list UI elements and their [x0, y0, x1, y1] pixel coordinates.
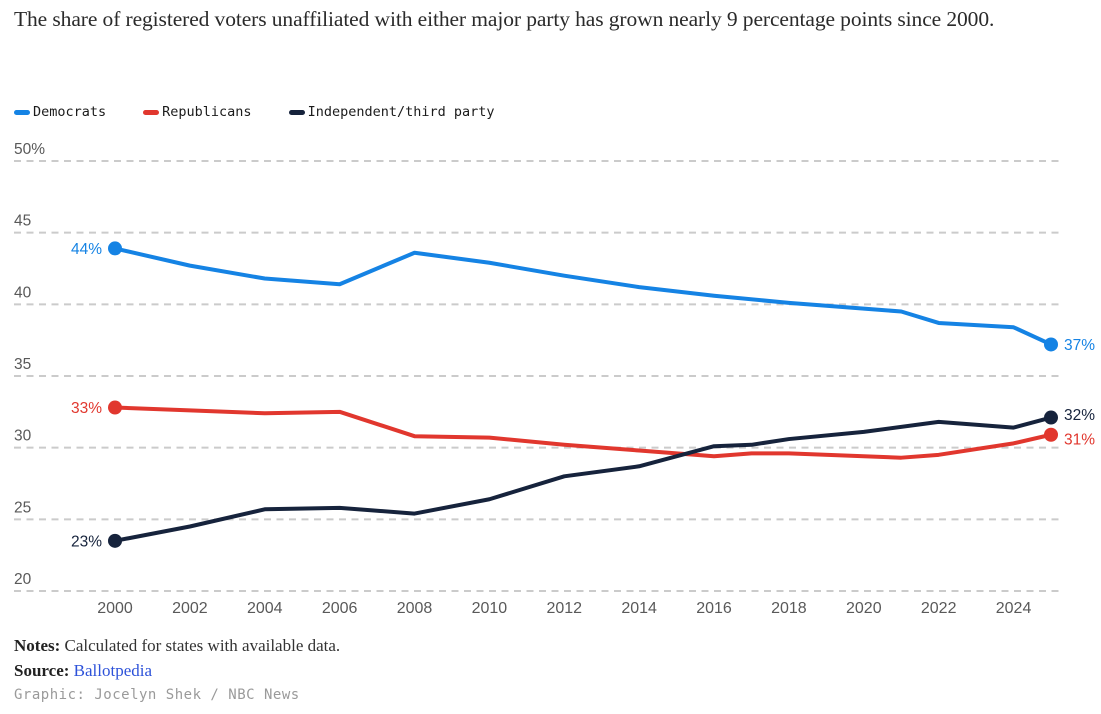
series-line-0: [113, 246, 1053, 347]
y-axis-tick-label: 30: [14, 428, 32, 445]
republicans-line-swatch-icon: [143, 109, 160, 115]
x-axis-tick-label: 2016: [696, 600, 732, 617]
source-link[interactable]: Ballotpedia: [73, 661, 153, 680]
series-start-value-label-1: 33%: [71, 400, 102, 417]
chart-title: The share of registered voters unaffilia…: [14, 7, 995, 31]
series-start-dot-0: [108, 241, 122, 256]
independent-line-swatch-icon: [288, 109, 305, 115]
x-axis-tick-label: 2014: [621, 600, 657, 617]
x-axis-tick-label: 2012: [546, 600, 582, 617]
source-label: Source:: [14, 661, 70, 680]
notes-label: Notes:: [14, 636, 61, 655]
x-axis-tick-label: 2024: [996, 600, 1032, 617]
legend-label-independent: Independent/third party: [307, 104, 495, 120]
y-axis-tick-label: 40: [14, 284, 32, 301]
series-end-dot-1: [1044, 427, 1058, 442]
x-axis-tick-label: 2022: [921, 600, 957, 617]
x-axis-tick-label: 2006: [322, 600, 358, 617]
series-end-value-label-2: 32%: [1064, 407, 1095, 424]
series-end-dot-2: [1044, 410, 1058, 425]
legend-item-independent: Independent/third party: [288, 103, 495, 121]
legend-label-democrats: Democrats: [33, 104, 107, 120]
series-line-2: [113, 415, 1053, 543]
notes-line: Notes: Calculated for states with availa…: [14, 637, 340, 654]
x-axis-tick-label: 2010: [472, 600, 508, 617]
x-axis-tick-label: 2020: [846, 600, 882, 617]
legend-label-republicans: Republicans: [162, 104, 252, 120]
source-line: Source: Ballotpedia: [14, 662, 340, 679]
x-axis-tick-label: 2018: [771, 600, 807, 617]
legend: Democrats Republicans Independent/third …: [14, 103, 495, 121]
series-line-1: [113, 405, 1053, 460]
series-end-value-label-0: 37%: [1064, 337, 1095, 354]
x-axis-tick-label: 2002: [172, 600, 208, 617]
y-axis-tick-label: 35: [14, 356, 31, 373]
chart-footer: Notes: Calculated for states with availa…: [14, 637, 340, 712]
series-start-value-label-0: 44%: [71, 241, 102, 258]
x-axis-tick-label: 2000: [97, 600, 133, 617]
legend-item-democrats: Democrats: [14, 103, 106, 121]
x-axis-tick-label: 2004: [247, 600, 283, 617]
y-axis-tick-label: 25: [14, 499, 31, 516]
y-axis-tick-label: 45: [14, 213, 31, 230]
series-start-dot-1: [108, 400, 122, 415]
series-start-value-label-2: 23%: [71, 533, 102, 550]
series-end-value-label-1: 31%: [1064, 431, 1095, 448]
x-axis-tick-label: 2008: [397, 600, 433, 617]
series-end-dot-0: [1044, 337, 1058, 352]
notes-text: Calculated for states with available dat…: [64, 636, 341, 655]
series-start-dot-2: [108, 533, 122, 548]
y-axis-tick-label: 20: [14, 571, 32, 588]
democrats-line-swatch-icon: [14, 109, 30, 115]
credit-line: Graphic: Jocelyn Shek / NBC News: [14, 687, 300, 703]
y-axis-tick-label: 50%: [14, 141, 45, 158]
legend-item-republicans: Republicans: [143, 103, 252, 121]
